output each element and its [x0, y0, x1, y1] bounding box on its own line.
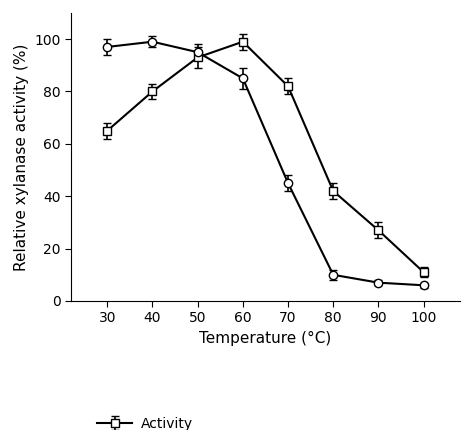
Y-axis label: Relative xylanase activity (%): Relative xylanase activity (%): [14, 43, 29, 270]
X-axis label: Temperature (°C): Temperature (°C): [199, 331, 332, 346]
Legend: Activity, Stabilty: Activity, Stabilty: [98, 418, 194, 430]
